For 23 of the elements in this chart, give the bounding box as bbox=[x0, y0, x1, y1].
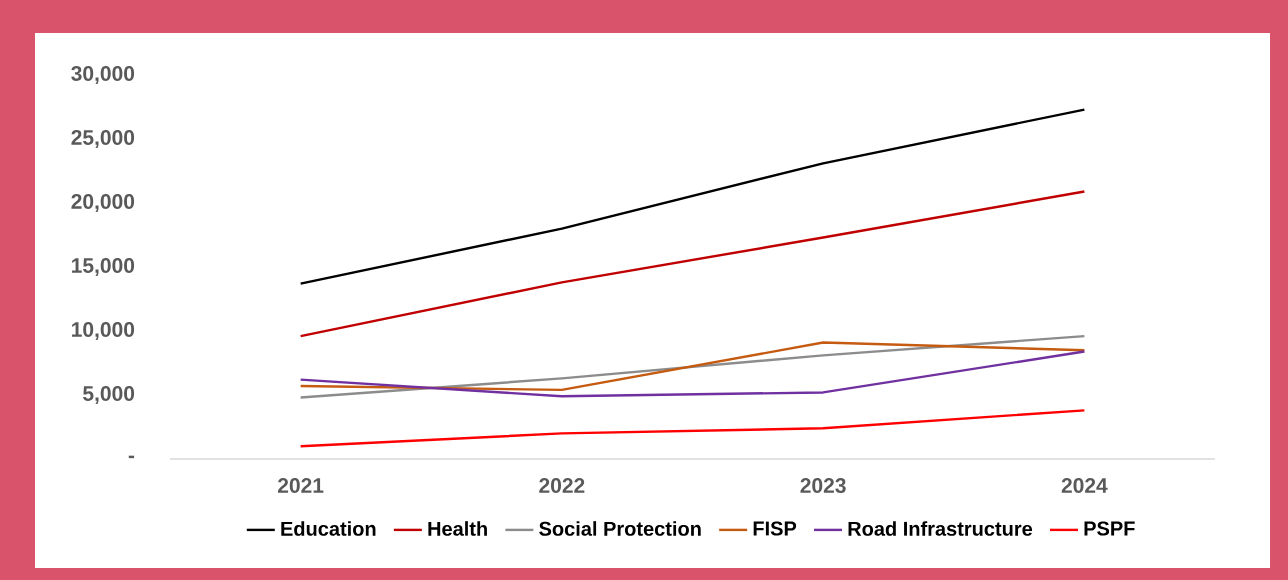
x-tick-label: 2022 bbox=[539, 478, 585, 493]
y-tick-label: - bbox=[128, 455, 135, 459]
legend-label: Health bbox=[428, 521, 487, 536]
y-tick-label: 20,000 bbox=[71, 194, 135, 212]
y-tick-label: 30,000 bbox=[71, 66, 135, 84]
x-tick-label: 2023 bbox=[800, 478, 846, 493]
x-tick-label: 2024 bbox=[1061, 478, 1108, 493]
legend-label: FISP bbox=[753, 521, 797, 536]
legend-label: Education bbox=[281, 521, 376, 536]
y-tick-label: 5,000 bbox=[83, 386, 135, 404]
y-tick-label: 10,000 bbox=[72, 322, 135, 340]
line-series bbox=[299, 190, 1086, 338]
y-tick-label: 15,000 bbox=[72, 258, 135, 276]
line-series bbox=[299, 341, 1086, 392]
x-tick-label: 2021 bbox=[278, 478, 324, 493]
line-series bbox=[299, 108, 1086, 285]
line-series bbox=[299, 409, 1086, 448]
line-series bbox=[299, 350, 1086, 398]
line-series bbox=[299, 334, 1086, 399]
legend-label: Road Infrastructure bbox=[848, 521, 1033, 536]
legend-label: PSPF bbox=[1084, 521, 1135, 536]
legend-label: Social Protection bbox=[539, 521, 701, 536]
y-tick-label: 25,000 bbox=[71, 130, 135, 148]
